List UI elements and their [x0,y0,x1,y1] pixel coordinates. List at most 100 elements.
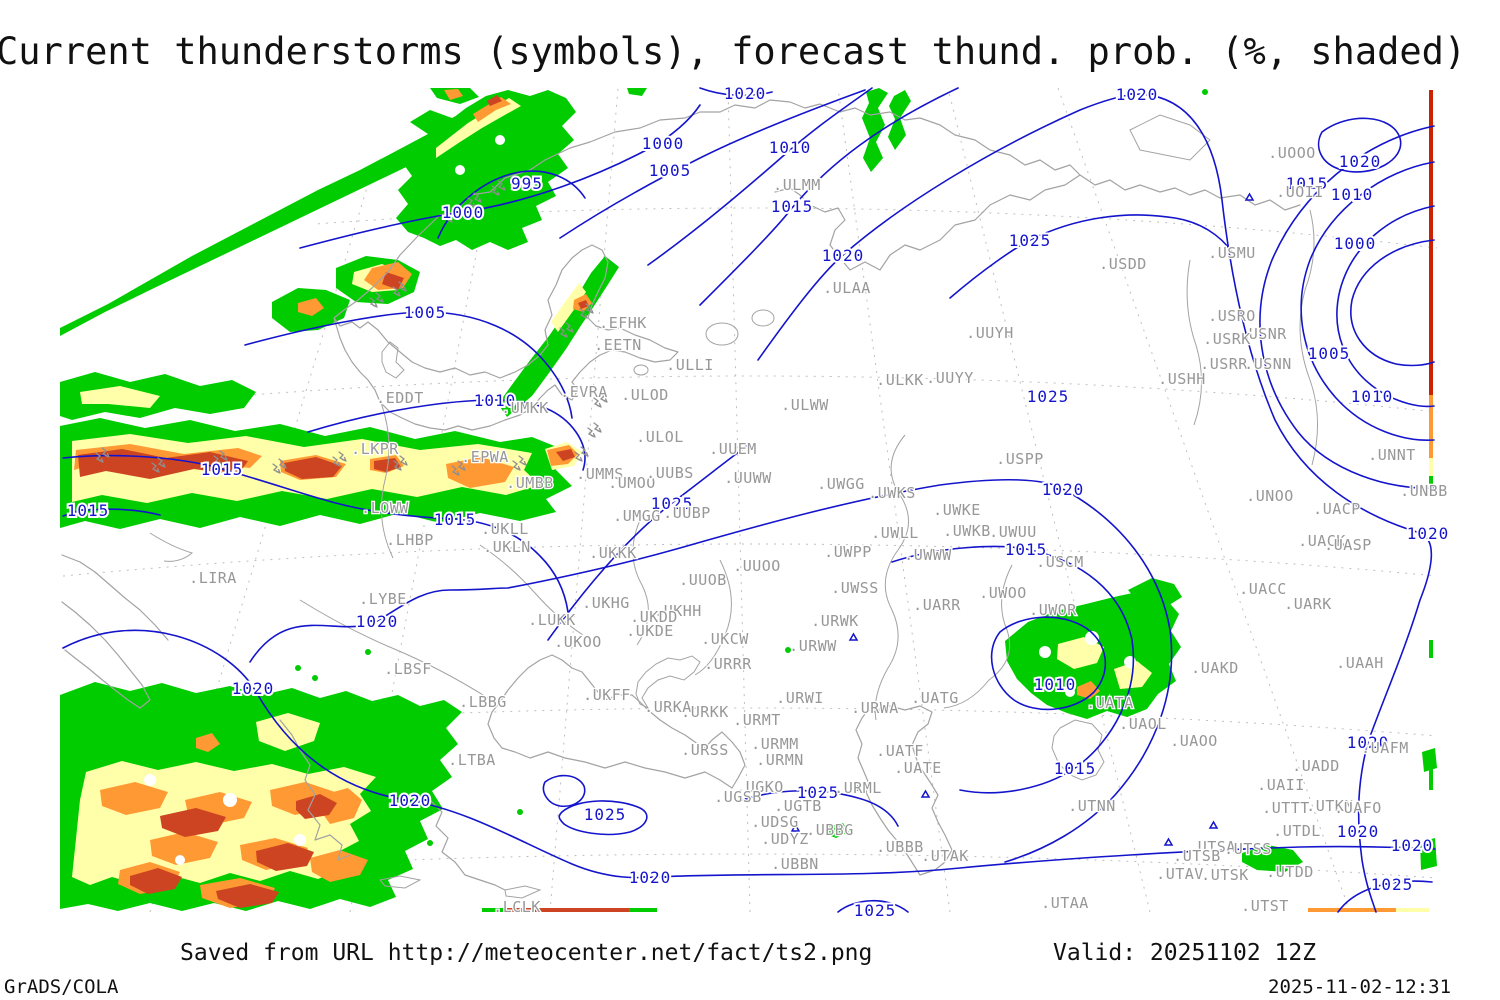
frame-edge-shading [482,90,1433,912]
isobar-label: 1020 [389,791,432,810]
isobar-label: 1025 [1027,387,1070,406]
thunderstorm-symbol [593,392,608,408]
station-label: .UUWW [724,469,772,487]
thunderstorm-symbol [369,292,384,308]
station-label: .UKHH [654,602,702,620]
station-label: .UTKN [1306,797,1354,815]
isobar-label: 1020 [356,612,399,631]
isobar-label: 1005 [404,303,447,322]
station-label: .UACP [1313,500,1361,518]
thunderstorm-symbol [574,446,589,462]
saved-from-url-text: Saved from URL http://meteocenter.net/fa… [180,940,873,966]
isobar-label: 1010 [1331,185,1374,204]
station-label: .USRO [1208,307,1256,325]
station-label: .UGSB [714,788,762,806]
isobar-label: 1025 [797,783,840,802]
isobar-label: 1020 [1339,152,1382,171]
station-label: .URWW [789,637,837,655]
station-label: .UAOO [1170,732,1218,750]
timestamp-text: 2025-11-02-12:31 [1268,976,1452,998]
isobar-label: 1015 [67,501,110,520]
station-label: .UWPP [824,543,872,561]
thunderstorm-symbol [451,460,466,476]
isobar-label: 1015 [1054,759,1097,778]
station-label: .UASP [1324,536,1372,554]
station-label: .UMGG [613,507,661,525]
page-title: Current thunderstorms (symbols), forecas… [0,30,1467,73]
station-label: .UATF [876,742,924,760]
station-label: .UGTB [774,797,822,815]
station-label: .UKCW [701,630,749,648]
station-label: .UTSA [1188,838,1236,856]
station-label: .LBSF [384,660,432,678]
station-label: .UBBN [771,855,819,873]
thunderstorm-symbol [393,455,408,471]
station-label: .UTSK [1201,866,1249,884]
isobar-label: 1025 [1009,231,1052,250]
thunderstorm-symbol [491,180,506,196]
station-label: .UADD [1292,757,1340,775]
station-label: .UKOO [554,633,602,651]
station-label: .URMM [751,735,799,753]
station-label: .URKA [644,698,692,716]
station-label: .LOWW [361,499,409,517]
station-label: .UUYH [966,324,1014,342]
isobar-label: 1020 [1337,822,1380,841]
station-label: .UTDL [1273,822,1321,840]
grads-cola-credit: GrADS/COLA [4,976,119,998]
thunderstorm-symbol [332,451,347,467]
station-label: .USHH [1158,370,1206,388]
station-label: .UWSS [831,579,879,597]
blue-weather-mark [790,823,801,832]
isobar-label: 1020 [724,84,767,103]
station-label: .UUOO [733,557,781,575]
station-label: .UWWW [904,546,952,564]
isobar-label: 1010 [769,138,812,157]
station-label: .UACC [1239,580,1287,598]
station-label: .UATG [911,689,959,707]
station-label: .UWKB [943,522,991,540]
station-label: .LTBA [448,751,496,769]
station-label: .ULKK [876,371,924,389]
station-label: .UMOO [608,474,656,492]
station-label: .USNR [1239,325,1287,343]
isobar-label: 1000 [642,134,685,153]
station-label: .URSS [681,741,729,759]
station-label: .URMT [733,711,781,729]
coastlines [61,99,1318,899]
isobar-label: 1020 [822,246,865,265]
station-label: .UBBG [806,821,854,839]
station-label: .ULOD [621,386,669,404]
station-label: .UACK [1298,532,1346,550]
station-label: .USRR [1200,355,1248,373]
station-label: .UKLL [481,520,529,538]
station-label: .UTAV [1156,865,1204,883]
station-label: .URML [834,779,882,797]
isobar-label: 1000 [442,203,485,222]
thunderstorm-symbol [151,457,166,473]
station-label: .LYBE [359,590,407,608]
station-label: .UMBB [506,474,554,492]
station-label: .LIRA [189,569,237,587]
station-label: .ULOL [636,428,684,446]
thunderstorm-symbol [392,281,407,297]
station-label: .UWOO [979,584,1027,602]
station-label: .UARK [1284,595,1332,613]
station-label: .LBBG [459,693,507,711]
station-label: .UUEM [709,440,757,458]
station-label: .UBBB [876,838,924,856]
thunderstorm-symbol [272,458,287,474]
isobar-label: 1000 [1334,234,1377,253]
isobar-label: 1010 [1351,387,1394,406]
station-label: .UAII [1257,776,1305,794]
isobar-label: 1020 [1407,524,1450,543]
station-label: .UKKK [589,544,637,562]
station-label: .URWA [851,699,899,717]
station-label: .UWKE [933,501,981,519]
isobar-label: 1020 [1116,85,1159,104]
isobar-label: 1015 [201,460,244,479]
station-label: .LUKK [528,611,576,629]
station-label: .UOII [1276,183,1324,201]
thunderstorm-symbol [512,455,527,471]
